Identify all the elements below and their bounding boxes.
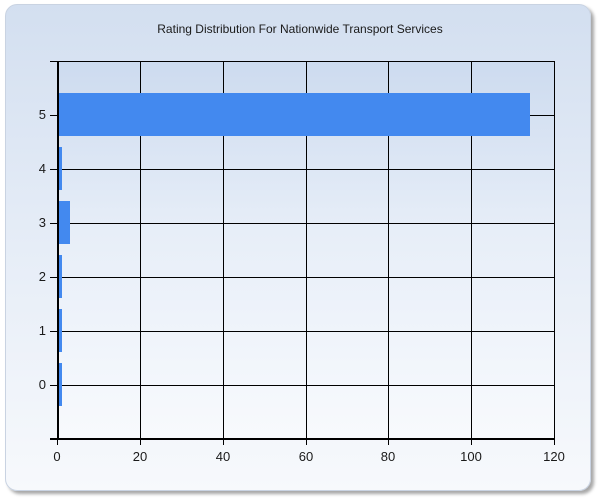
y-gridline (57, 277, 554, 278)
x-axis-line (50, 438, 555, 440)
y-gridline (57, 385, 554, 386)
x-tick (306, 439, 307, 445)
bar-rating-5 (58, 93, 530, 136)
x-tick-label: 60 (298, 449, 314, 464)
x-tick-label: 0 (53, 449, 61, 464)
x-tick (223, 439, 224, 445)
y-tick-label: 5 (38, 107, 46, 122)
y-tick-label: 4 (38, 161, 46, 176)
y-tick (50, 385, 57, 386)
y-tick (50, 439, 57, 440)
x-tick-label: 80 (380, 449, 396, 464)
x-tick-label: 20 (132, 449, 148, 464)
y-tick-label: 1 (38, 323, 46, 338)
chart-title: Rating Distribution For Nationwide Trans… (157, 22, 443, 36)
y-tick-label: 3 (38, 215, 46, 230)
bar-rating-0 (58, 363, 62, 406)
x-tick (471, 439, 472, 445)
x-tick-label: 40 (215, 449, 231, 464)
y-gridline (57, 331, 554, 332)
x-tick (554, 439, 555, 445)
y-tick (50, 331, 57, 332)
x-tick-label: 120 (543, 449, 565, 464)
bar-rating-2 (58, 255, 62, 298)
x-gridline (223, 61, 224, 439)
bar-rating-1 (58, 309, 62, 352)
y-tick-label: 0 (38, 377, 46, 392)
x-gridline (306, 61, 307, 439)
x-tick (388, 439, 389, 445)
bar-rating-4 (58, 147, 62, 190)
y-tick (50, 277, 57, 278)
x-tick (140, 439, 141, 445)
y-gridline (57, 223, 554, 224)
x-tick (57, 439, 58, 445)
bar-rating-3 (58, 201, 70, 244)
y-tick (50, 115, 57, 116)
y-axis-line (57, 61, 59, 440)
x-gridline (140, 61, 141, 439)
y-tick (50, 169, 57, 170)
y-tick (50, 223, 57, 224)
x-gridline (554, 61, 555, 439)
x-gridline (388, 61, 389, 439)
x-tick-label: 100 (460, 449, 482, 464)
y-tick-label: 2 (38, 269, 46, 284)
y-gridline (57, 169, 554, 170)
y-tick (50, 61, 57, 62)
x-gridline (471, 61, 472, 439)
